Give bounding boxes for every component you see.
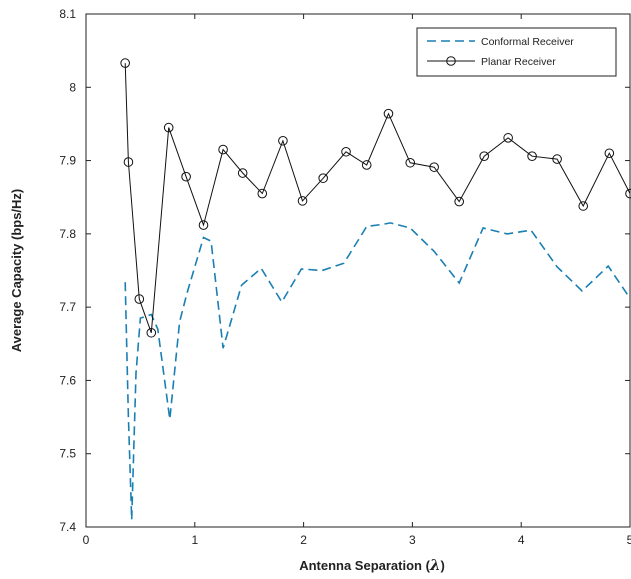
x-tick-label: 0 bbox=[83, 533, 90, 547]
data-point-planar-receiver bbox=[257, 188, 268, 199]
x-tick-label: 5 bbox=[627, 533, 631, 547]
plot-area bbox=[85, 13, 631, 528]
data-point-planar-receiver bbox=[218, 144, 228, 155]
legend-box bbox=[416, 27, 617, 77]
legend: Conformal Receiver Planar Receiver bbox=[416, 27, 617, 77]
data-point-planar-receiver bbox=[405, 157, 416, 168]
x-axis-title-close: ) bbox=[440, 558, 444, 573]
data-point-planar-receiver bbox=[479, 151, 490, 161]
legend-entry-planar-receiver: Planar Receiver bbox=[481, 56, 556, 68]
y-axis-title: Average Capacity (bps/Hz) bbox=[9, 189, 24, 353]
data-point-planar-receiver bbox=[361, 160, 372, 170]
data-point-planar-receiver bbox=[181, 171, 191, 182]
x-tick-label: 1 bbox=[191, 533, 198, 547]
x-tick-label: 2 bbox=[300, 533, 307, 547]
ticks-layer: 0 1 2 3 4 5 7.4 7.5 7.6 7.7 7.8 7.9 8 8.1 bbox=[59, 7, 631, 547]
data-point-planar-receiver bbox=[552, 154, 562, 164]
data-point-planar-receiver bbox=[123, 157, 134, 167]
data-point-planar-receiver bbox=[237, 168, 248, 178]
data-point-planar-receiver bbox=[625, 188, 631, 199]
data-point-planar-receiver bbox=[578, 201, 589, 211]
data-point-planar-receiver bbox=[198, 220, 209, 230]
y-tick-label: 7.4 bbox=[59, 520, 76, 534]
series-line-conformal-receiver bbox=[124, 222, 631, 520]
y-tick-label: 8 bbox=[69, 80, 76, 94]
data-point-planar-receiver bbox=[454, 196, 464, 207]
data-point-planar-receiver bbox=[163, 122, 174, 133]
x-tick-label: 3 bbox=[409, 533, 416, 547]
x-axis-title-lambda: λ bbox=[429, 556, 441, 574]
data-point-planar-receiver bbox=[297, 196, 308, 206]
legend-marker-planar-receiver bbox=[446, 56, 456, 66]
y-tick-label: 7.7 bbox=[59, 300, 76, 314]
data-point-planar-receiver bbox=[527, 151, 537, 161]
data-point-planar-receiver bbox=[120, 58, 130, 68]
legend-entry-conformal-receiver: Conformal Receiver bbox=[481, 36, 574, 48]
series-line-planar-receiver bbox=[124, 63, 631, 333]
data-point-planar-receiver bbox=[278, 135, 288, 146]
data-point-planar-receiver bbox=[318, 173, 328, 183]
data-point-planar-receiver bbox=[146, 327, 157, 338]
x-axis-title-text: Antenna Separation ( bbox=[299, 558, 430, 573]
data-point-planar-receiver bbox=[503, 133, 513, 143]
series-layer bbox=[120, 58, 631, 520]
data-point-planar-receiver bbox=[429, 162, 439, 172]
y-tick-label: 7.8 bbox=[59, 227, 76, 241]
data-point-planar-receiver bbox=[383, 108, 394, 119]
x-axis-title: Antenna Separation (λ) bbox=[299, 556, 445, 574]
y-tick-label: 7.6 bbox=[59, 373, 76, 387]
data-point-planar-receiver bbox=[341, 146, 351, 157]
y-tick-label: 7.9 bbox=[59, 154, 76, 168]
y-tick-label: 8.1 bbox=[59, 7, 76, 21]
data-point-planar-receiver bbox=[604, 148, 615, 159]
x-tick-label: 4 bbox=[518, 533, 525, 547]
data-point-planar-receiver bbox=[134, 294, 145, 304]
y-tick-label: 7.5 bbox=[59, 447, 76, 461]
plot-frame bbox=[85, 13, 631, 528]
